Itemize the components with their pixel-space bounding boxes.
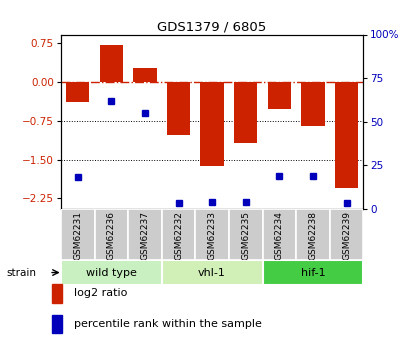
Bar bbox=[100, 45, 123, 82]
Text: percentile rank within the sample: percentile rank within the sample bbox=[74, 319, 262, 329]
Text: log2 ratio: log2 ratio bbox=[74, 288, 128, 298]
Bar bbox=[94, 209, 128, 260]
Bar bbox=[335, 82, 358, 188]
Bar bbox=[167, 82, 190, 135]
Bar bbox=[262, 260, 363, 285]
Text: wild type: wild type bbox=[86, 268, 137, 277]
Bar bbox=[128, 209, 162, 260]
Text: GSM62232: GSM62232 bbox=[174, 211, 183, 260]
Bar bbox=[301, 82, 325, 126]
Title: GDS1379 / 6805: GDS1379 / 6805 bbox=[158, 20, 267, 33]
Text: GSM62233: GSM62233 bbox=[207, 211, 217, 260]
Text: GSM62231: GSM62231 bbox=[73, 211, 82, 260]
Text: GSM62234: GSM62234 bbox=[275, 211, 284, 260]
Bar bbox=[268, 82, 291, 109]
Text: GSM62235: GSM62235 bbox=[241, 211, 250, 260]
Bar bbox=[66, 82, 89, 102]
Bar bbox=[200, 82, 224, 166]
Bar bbox=[61, 260, 162, 285]
Bar bbox=[262, 209, 296, 260]
Bar bbox=[133, 68, 157, 82]
Text: GSM62236: GSM62236 bbox=[107, 211, 116, 260]
Text: GSM62238: GSM62238 bbox=[308, 211, 318, 260]
Bar bbox=[162, 260, 262, 285]
Bar bbox=[296, 209, 330, 260]
Text: GSM62237: GSM62237 bbox=[140, 211, 150, 260]
Text: vhl-1: vhl-1 bbox=[198, 268, 226, 277]
Bar bbox=[162, 209, 195, 260]
Bar bbox=[61, 209, 94, 260]
Bar bbox=[234, 82, 257, 143]
Bar bbox=[52, 315, 62, 334]
Text: strain: strain bbox=[6, 268, 36, 277]
Text: GSM62239: GSM62239 bbox=[342, 211, 351, 260]
Bar bbox=[52, 284, 62, 303]
Bar bbox=[195, 209, 229, 260]
Bar bbox=[229, 209, 262, 260]
Text: hif-1: hif-1 bbox=[301, 268, 325, 277]
Bar bbox=[330, 209, 363, 260]
